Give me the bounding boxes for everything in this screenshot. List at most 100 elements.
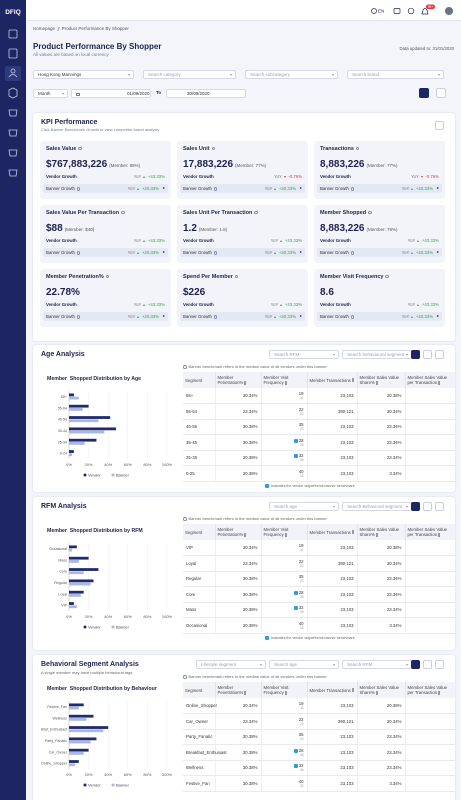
- column-header[interactable]: Member Sales Value Share%: [357, 524, 406, 540]
- select[interactable]: Hong Kong Mannings: [33, 70, 134, 79]
- nav-report[interactable]: [8, 48, 18, 59]
- column-header[interactable]: Member Transactions: [307, 682, 358, 698]
- growth-change: +43.33%: [147, 302, 165, 307]
- search-button[interactable]: [411, 350, 420, 359]
- penetration-cell: 30.38%: [215, 760, 262, 776]
- search-button[interactable]: [419, 88, 429, 98]
- refresh-button[interactable]: [423, 502, 432, 511]
- empty-cell: [405, 403, 455, 420]
- column-header[interactable]: Member Penetration%: [215, 524, 262, 540]
- banner-growth[interactable]: Banner Growth YoY +20.33%: [43, 248, 168, 257]
- search-button[interactable]: [411, 660, 420, 669]
- expand-arrow: [300, 187, 302, 189]
- segment-select[interactable]: Search age: [269, 502, 339, 511]
- trend-icon: [411, 251, 414, 254]
- date-from[interactable]: 01/09/2020: [71, 89, 151, 98]
- growth-label: Vendor Growth: [320, 174, 351, 179]
- info-icon: [350, 315, 355, 319]
- nav-store-2[interactable]: [8, 129, 18, 137]
- banner-growth[interactable]: Banner Growth YoY +20.33%: [180, 184, 305, 193]
- column-header[interactable]: Member Sales Value per Transaction: [405, 372, 455, 388]
- nav-store-1[interactable]: [8, 109, 18, 117]
- penetration-cell: 30.34%: [215, 540, 262, 556]
- column-header[interactable]: Member Transactions: [307, 524, 358, 540]
- expand-arrow: [163, 187, 165, 189]
- sort-icon: [351, 530, 354, 535]
- vendor-growth: Vendor Growth YoY +43.33%: [46, 172, 165, 181]
- segment-select[interactable]: Search Behavioral segment: [342, 502, 412, 511]
- column-header[interactable]: Member Visit Frequency: [261, 682, 308, 698]
- transactions-cell: 23,103: [307, 698, 358, 714]
- visit-banner: 20: [299, 563, 304, 568]
- outperform-icon: [293, 438, 298, 443]
- select[interactable]: Search brand: [347, 70, 444, 79]
- column-header[interactable]: Member Visit Frequency: [261, 372, 308, 388]
- refresh-button[interactable]: [436, 88, 446, 98]
- download-button[interactable]: [435, 121, 444, 130]
- banner-growth[interactable]: Banner Growth YoY +20.33%: [317, 312, 442, 321]
- x-tick-label: 20%: [85, 462, 93, 467]
- download-button[interactable]: [435, 660, 444, 669]
- segment-select[interactable]: Search RFM: [342, 660, 412, 669]
- select[interactable]: Month: [33, 89, 68, 98]
- banner-growth[interactable]: Banner Growth YoY +20.33%: [43, 184, 168, 193]
- select[interactable]: Search category: [143, 70, 236, 79]
- breadcrumb-link[interactable]: Homepage: [33, 26, 56, 31]
- share-cell: 23.34%: [357, 744, 406, 761]
- column-header[interactable]: Member Penetration%: [215, 682, 262, 698]
- empty-cell: [405, 450, 455, 466]
- column-header[interactable]: Member Sales Value Share%: [357, 682, 406, 698]
- table-row: Wellness 30.38% 32 45 23,103 23.34%: [183, 760, 455, 776]
- column-header[interactable]: Member Transactions: [307, 372, 358, 388]
- kpi-label-text: Sales Unit: [183, 146, 210, 152]
- segment-select[interactable]: Search RFM: [269, 350, 339, 359]
- banner-growth[interactable]: Banner Growth YoY +20.33%: [317, 184, 442, 193]
- visit-cell: 22 20: [261, 403, 308, 420]
- visit-main: 19: [299, 543, 304, 548]
- caret: [332, 74, 334, 76]
- nav-store-4[interactable]: [8, 169, 18, 177]
- sidebar: DFIQ: [0, 0, 26, 800]
- kpi-tile: Member Penetration% 22.78% Vendor Growth Yo…: [40, 269, 171, 327]
- growth-value: YoY +20.33%: [128, 184, 159, 193]
- banner-growth[interactable]: Banner Growth YoY +20.33%: [43, 312, 168, 321]
- nav-store-3[interactable]: [8, 149, 18, 157]
- visit-value: 32: [298, 453, 304, 459]
- banner-growth[interactable]: Banner Growth YoY +20.33%: [180, 312, 305, 321]
- transactions-cell: 23,103: [307, 617, 358, 634]
- visit-banner: 45: [299, 458, 304, 463]
- refresh-button[interactable]: [423, 350, 432, 359]
- download-button[interactable]: [435, 502, 444, 511]
- download-button[interactable]: [435, 350, 444, 359]
- growth-value: YoY +43.33%: [408, 300, 439, 309]
- segment-select[interactable]: Lifestyle segment: [196, 660, 266, 669]
- segment-select[interactable]: Search age: [269, 660, 339, 669]
- penetration-cell: 30.34%: [215, 388, 262, 404]
- segment-select[interactable]: Search behavioural segment: [342, 350, 412, 359]
- date-to[interactable]: 30/09/2020: [166, 89, 246, 98]
- search-button[interactable]: [411, 502, 420, 511]
- growth-change: +20.33%: [141, 186, 159, 191]
- share-cell: 20.38%: [357, 698, 406, 714]
- nav-active-bg: [5, 66, 21, 81]
- banner-growth[interactable]: Banner Growth YoY +20.33%: [317, 248, 442, 257]
- empty-cell: [405, 744, 455, 761]
- banner-growth[interactable]: Banner Growth YoY +20.33%: [180, 248, 305, 257]
- bar: [69, 450, 74, 453]
- refresh-button[interactable]: [423, 660, 432, 669]
- column-header[interactable]: Member Sales Value per Transaction: [405, 682, 455, 698]
- select[interactable]: Search subcategory: [245, 70, 338, 79]
- x-tick-label: 100%: [162, 772, 173, 777]
- column-header[interactable]: Member Sales Value per Transaction: [405, 524, 455, 540]
- share-cell: 23.34%: [357, 602, 406, 618]
- kpi-member: (Member: 88%): [109, 163, 141, 168]
- column-header[interactable]: Member Visit Frequency: [261, 524, 308, 540]
- column-header[interactable]: Member Sales Value Share%: [357, 372, 406, 388]
- nav-product[interactable]: [8, 87, 18, 99]
- transactions-cell: 23,103: [307, 450, 358, 466]
- column-header[interactable]: Member Penetration%: [215, 372, 262, 388]
- nav-home[interactable]: [8, 29, 18, 39]
- nav-shopper[interactable]: [10, 68, 16, 74]
- footnote: Indicates the vendor outperforms banner …: [265, 484, 355, 489]
- bar: [69, 556, 89, 560]
